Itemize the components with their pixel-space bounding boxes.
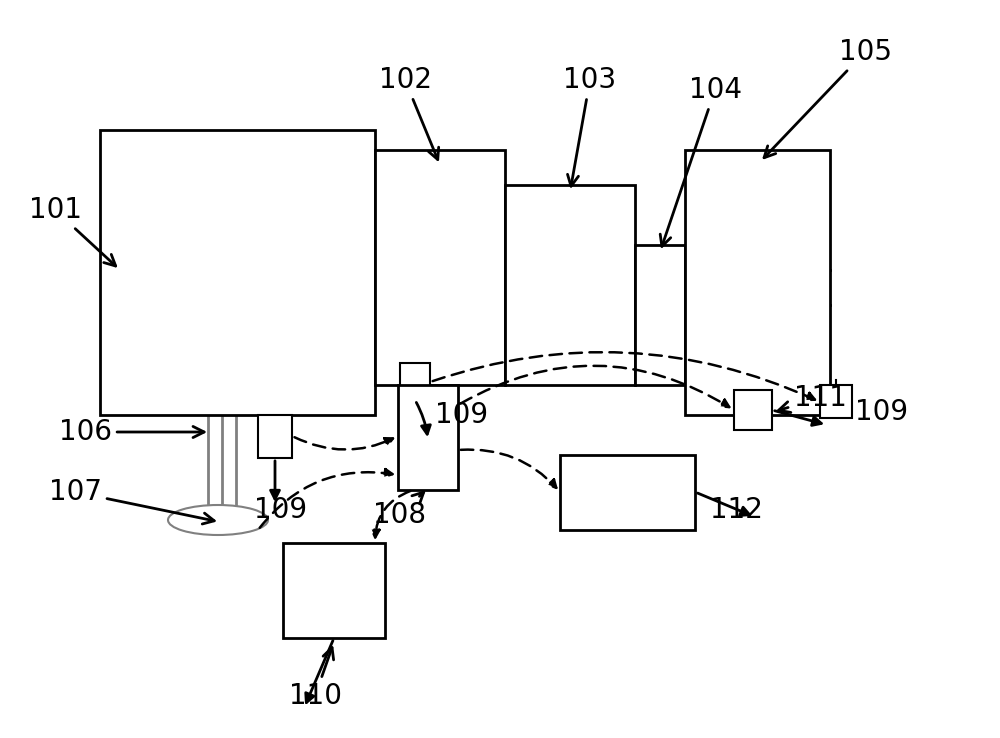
Text: 112: 112: [710, 496, 763, 524]
Text: 111: 111: [779, 384, 846, 413]
Text: 109: 109: [435, 401, 488, 429]
Bar: [820, 385, 852, 418]
Text: 110: 110: [288, 647, 342, 710]
Text: 105: 105: [764, 38, 892, 158]
Text: 101: 101: [28, 196, 116, 266]
Bar: [398, 385, 458, 490]
Text: 109: 109: [254, 496, 307, 524]
Ellipse shape: [168, 505, 268, 535]
Text: 104: 104: [660, 76, 742, 246]
Bar: [375, 150, 505, 385]
Text: 108: 108: [374, 492, 426, 529]
Bar: [100, 130, 375, 415]
Bar: [283, 543, 385, 638]
Bar: [505, 185, 635, 385]
Bar: [635, 245, 685, 385]
Bar: [258, 415, 292, 458]
Text: 106: 106: [58, 418, 204, 446]
Text: 102: 102: [378, 66, 439, 159]
Bar: [685, 150, 830, 415]
Text: 109: 109: [855, 398, 908, 426]
Bar: [734, 390, 772, 430]
Bar: [400, 363, 430, 400]
Text: 103: 103: [563, 66, 617, 186]
Text: 107: 107: [48, 478, 214, 524]
Bar: [560, 455, 695, 530]
